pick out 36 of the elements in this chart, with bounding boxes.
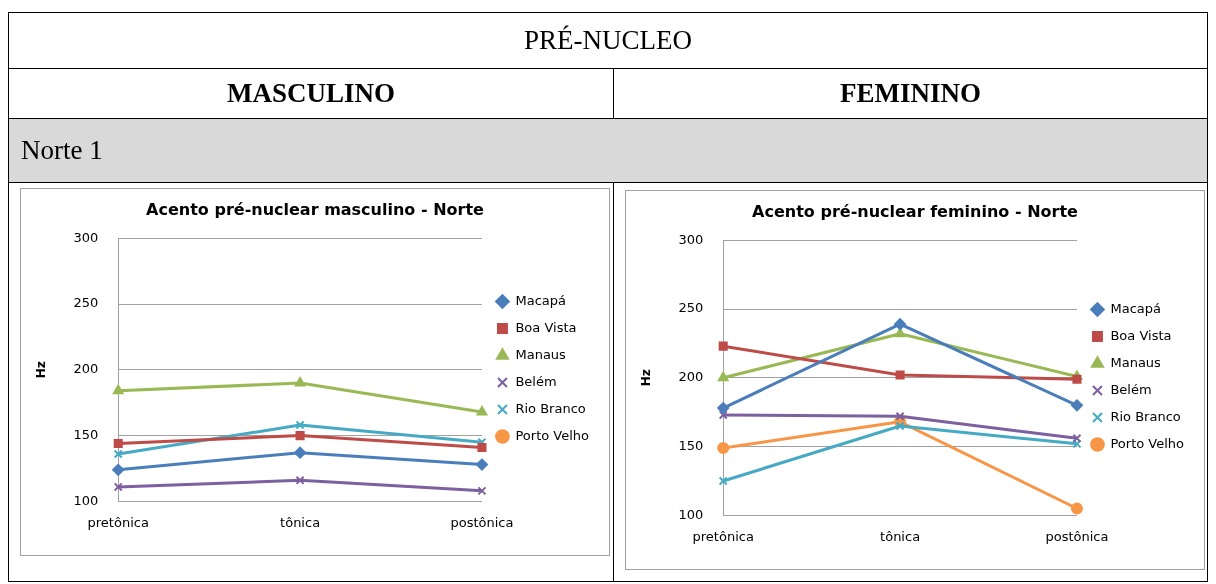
y-tick-label: 150 (678, 437, 704, 453)
y-axis-title: Hz (639, 369, 654, 387)
y-axis-title: Hz (34, 361, 49, 379)
x-tick-label: tônica (880, 528, 921, 544)
y-tick-label: 300 (73, 229, 99, 245)
text: FEMININO (613, 68, 1208, 119)
legend-label: Porto Velho (1110, 435, 1185, 451)
legend-label: Boa Vista (1110, 327, 1172, 343)
x-tick-label: postônica (1045, 528, 1109, 544)
y-tick-label: 250 (73, 295, 99, 311)
legend-label: Manaus (515, 346, 567, 362)
y-tick-label: 200 (678, 369, 704, 385)
legend-label: Belém (515, 373, 557, 389)
x-tick-label: pretônica (87, 514, 149, 530)
y-tick-label: 100 (73, 492, 99, 508)
y-tick-label: 200 (73, 361, 99, 377)
legend-label: Rio Branco (1110, 408, 1181, 424)
chart-title: Acento pré-nuclear feminino - Norte (752, 201, 1079, 221)
legend-label: Macapá (515, 292, 566, 308)
x-tick-label: pretônica (692, 528, 754, 544)
legend-label: Porto Velho (515, 427, 590, 443)
chart-title: Acento pré-nuclear masculino - Norte (146, 199, 485, 219)
y-tick-label: 150 (73, 426, 99, 442)
x-tick-label: postônica (450, 514, 514, 530)
y-tick-label: 100 (678, 506, 704, 522)
text: PRÉ-NUCLEO (8, 12, 1208, 69)
x-tick-label: tônica (280, 514, 321, 530)
legend-label: Rio Branco (515, 400, 586, 416)
legend-label: Manaus (1110, 354, 1162, 370)
legend-label: Macapá (1110, 300, 1161, 316)
legend-label: Boa Vista (515, 319, 577, 335)
text: MASCULINO (8, 68, 614, 119)
y-tick-label: 300 (678, 231, 704, 247)
y-tick-label: 250 (678, 300, 704, 316)
text: Norte 1 (8, 118, 1208, 183)
legend-label: Belém (1110, 381, 1152, 397)
